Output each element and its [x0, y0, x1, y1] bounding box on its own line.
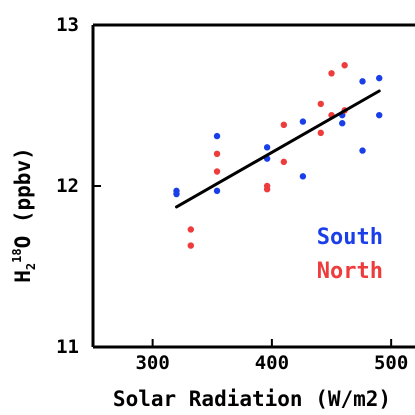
north-point-6 — [280, 121, 288, 129]
south-point-12 — [376, 74, 383, 82]
south-point-4 — [263, 144, 271, 151]
x-tick-label-2: 500 — [374, 352, 408, 374]
north-point-3 — [213, 168, 221, 175]
south-point-6 — [299, 118, 307, 125]
y-tick-label-2: 13 — [56, 14, 79, 36]
x-axis-title: Solar Radiation (W/m2) — [113, 387, 391, 411]
y-axis-title-rest: O (ppbv) — [11, 147, 35, 248]
north-point-10 — [328, 70, 335, 77]
trend-line — [174, 89, 381, 209]
north-point-9 — [317, 129, 324, 137]
south-point-2 — [213, 132, 221, 140]
north-point-2 — [213, 150, 221, 157]
south-point-11 — [359, 147, 366, 154]
legend-south: South — [317, 225, 383, 250]
north-point-0 — [187, 226, 194, 233]
x-tick-label-1: 400 — [255, 352, 289, 374]
y-axis-title-subscript: 2 — [24, 263, 38, 270]
y-axis-title-main: H — [11, 270, 35, 283]
north-point-1 — [187, 242, 194, 249]
y-tick-label-0: 11 — [56, 336, 79, 358]
south-point-9 — [339, 120, 346, 127]
x-axis-ticks: 300 400 500 — [135, 339, 408, 374]
south-point-13 — [376, 111, 383, 119]
data-points — [173, 62, 383, 249]
y-tick-label-1: 12 — [56, 175, 79, 197]
y-axis-title: H218O (ppbv) — [10, 147, 38, 283]
south-point-10 — [359, 78, 366, 85]
y-axis-title-superscript: 18 — [10, 248, 24, 262]
legend-north: North — [317, 259, 383, 284]
south-point-3 — [213, 187, 221, 195]
south-point-1 — [173, 190, 180, 198]
north-point-7 — [280, 158, 288, 166]
plot-frame — [91, 23, 415, 349]
north-point-5 — [263, 186, 271, 193]
north-point-12 — [341, 62, 348, 69]
y-axis-ticks: 11 12 13 — [56, 14, 101, 358]
north-point-8 — [317, 100, 324, 108]
x-tick-label-0: 300 — [135, 352, 169, 374]
south-point-7 — [299, 173, 307, 180]
trend-line-layer — [174, 89, 381, 209]
